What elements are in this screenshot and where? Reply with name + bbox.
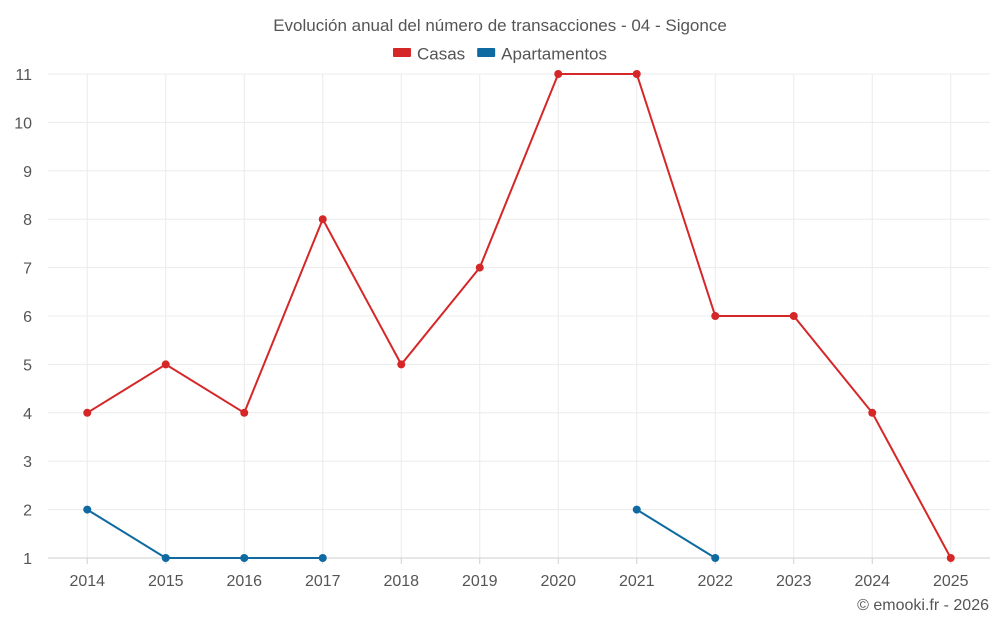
series-layer [83,70,955,562]
data-point[interactable] [789,312,798,320]
legend[interactable]: Casas Apartamentos [392,44,607,63]
x-tick-label: 2025 [933,573,969,590]
data-point[interactable] [240,408,249,417]
legend-swatch [477,48,496,57]
legend-label: Casas [417,44,465,63]
x-tick-label: 2015 [148,573,184,590]
legend-swatch [392,48,411,57]
y-tick-label: 9 [23,164,32,181]
legend-label: Apartamentos [501,44,607,63]
series-casas[interactable] [83,70,955,562]
data-point[interactable] [711,554,720,562]
x-tick-label: 2024 [854,573,890,590]
y-tick-label: 6 [23,309,32,326]
x-tick-label: 2020 [540,573,576,590]
series-line [86,73,952,559]
x-tick-label: 2014 [69,573,105,590]
legend-item-casas[interactable]: Casas [392,44,465,63]
credit-text: © emooki.fr - 2026 [857,597,989,614]
y-tick-label: 3 [23,454,32,471]
axes: 1 2 3 4 5 6 7 8 9 10 11 2014 2015 2016 2017 2018 2019 202… [14,67,990,590]
y-tick-label: 1 [23,551,32,568]
data-point[interactable] [711,312,720,320]
grid-lines [48,73,990,559]
series-line [636,508,716,559]
data-point[interactable] [632,70,641,78]
chart-title: Evolución anual del número de transaccio… [273,16,727,35]
x-tick-label: 2021 [619,573,655,590]
data-point[interactable] [240,554,249,562]
y-tick-label: 11 [15,67,32,84]
data-point[interactable] [318,215,327,224]
x-tick-label: 2018 [383,573,419,590]
data-point[interactable] [161,554,170,562]
x-tick-label: 2023 [776,573,812,590]
y-tick-label: 10 [14,115,32,132]
data-point[interactable] [475,263,484,272]
y-tick-label: 2 [23,503,32,520]
data-point[interactable] [397,360,406,369]
y-tick-label: 8 [23,212,32,229]
x-tick-label: 2017 [305,573,341,590]
data-point[interactable] [83,408,92,417]
x-tick-label: 2016 [226,573,262,590]
data-point[interactable] [161,360,170,369]
data-point[interactable] [868,408,877,417]
x-tick-label: 2022 [697,573,733,590]
x-tick-label: 2019 [462,573,498,590]
y-tick-label: 4 [23,406,32,423]
data-point[interactable] [318,554,327,562]
series-line [86,508,323,559]
y-tick-label: 7 [23,261,32,278]
data-point[interactable] [946,554,955,562]
data-point[interactable] [632,505,641,514]
data-point[interactable] [554,70,563,78]
series-apartamentos[interactable] [83,505,720,562]
y-tick-label: 5 [23,357,32,374]
data-point[interactable] [83,505,92,514]
legend-item-apartamentos[interactable]: Apartamentos [477,44,607,63]
